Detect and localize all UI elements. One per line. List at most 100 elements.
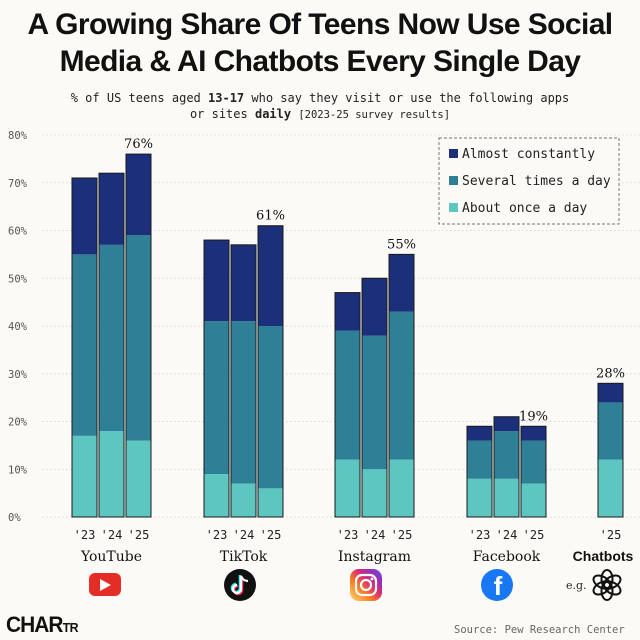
legend-swatch xyxy=(449,149,458,158)
total-label: 55% xyxy=(387,237,416,252)
bar-outline xyxy=(334,292,361,518)
x-tick-label: '23 xyxy=(337,528,359,542)
legend-swatch xyxy=(449,176,458,185)
bar-segment-constant xyxy=(231,244,256,322)
subtitle-daily: daily xyxy=(254,107,292,121)
platform-name: TikTok xyxy=(220,549,268,565)
bar-outline xyxy=(98,172,125,518)
subtitle-mid: who say they visit or use the following … xyxy=(189,91,570,121)
bar-segment-once xyxy=(362,469,387,517)
bar-segment-once xyxy=(335,459,360,517)
bar-outline xyxy=(520,425,547,518)
x-tick-label: '24 xyxy=(364,528,386,542)
x-tick-label: '23 xyxy=(469,528,491,542)
bar-outline xyxy=(71,177,98,518)
bar-segment-constant xyxy=(258,225,283,326)
total-label: 28% xyxy=(596,366,625,381)
bar-outline xyxy=(388,253,415,518)
bar-segment-several xyxy=(362,335,387,470)
legend-swatch xyxy=(449,203,458,212)
bar-segment-several xyxy=(204,321,229,475)
chart-subtitle: % of US teens aged 13-17 who say they vi… xyxy=(60,90,580,123)
x-tick-label: '23 xyxy=(74,528,96,542)
bar-segment-once xyxy=(99,431,124,517)
total-label: 61% xyxy=(256,209,285,224)
y-tick-label: 60% xyxy=(8,226,28,238)
subtitle-note: [2023-25 survey results] xyxy=(298,109,451,121)
x-tick-label: '25 xyxy=(523,528,545,542)
brand-main: CHAR xyxy=(6,612,64,637)
bar-segment-constant xyxy=(72,177,97,255)
brand-sub: TR xyxy=(62,620,79,635)
chatgpt-icon xyxy=(592,569,622,601)
total-label: 76% xyxy=(124,137,153,152)
bar-segment-once xyxy=(598,459,623,517)
x-tick-label: '25 xyxy=(600,528,622,542)
y-tick-label: 30% xyxy=(8,369,28,381)
instagram-lens xyxy=(359,578,373,592)
bar-segment-constant xyxy=(467,426,492,441)
bar-outline xyxy=(361,277,388,518)
title-line-1: A Growing Share Of Teens Now Use Social xyxy=(27,8,613,41)
bar-segment-several xyxy=(258,326,283,489)
legend-label: Several times a day xyxy=(462,174,611,189)
chartr-logo: CHARTR xyxy=(6,612,79,638)
x-tick-label: '24 xyxy=(233,528,255,542)
x-tick-label: '24 xyxy=(496,528,518,542)
bar-segment-constant xyxy=(99,173,124,245)
instagram-icon xyxy=(350,569,382,601)
legend-label: Almost constantly xyxy=(462,147,595,162)
platform-name: Instagram xyxy=(338,549,411,565)
total-label: 19% xyxy=(519,409,548,424)
bar-outline xyxy=(466,425,493,518)
bar-segment-constant xyxy=(362,278,387,336)
bar-outline xyxy=(203,239,230,518)
platform-name: Facebook xyxy=(473,549,541,565)
y-tick-label: 80% xyxy=(8,130,28,142)
bar-segment-several xyxy=(231,321,256,484)
bar-segment-once xyxy=(494,478,519,517)
bar-segment-several xyxy=(389,311,414,460)
bar-segment-once xyxy=(204,474,229,517)
y-tick-label: 0% xyxy=(8,512,21,524)
tiktok-note-flag xyxy=(239,575,249,583)
bar-segment-constant xyxy=(598,383,623,403)
bar-segment-constant xyxy=(126,154,151,236)
bar-segment-once xyxy=(126,440,151,517)
bar-segment-several xyxy=(99,244,124,432)
y-tick-label: 10% xyxy=(8,464,28,476)
chatbots-example-label: e.g. xyxy=(566,579,587,592)
x-tick-label: '24 xyxy=(101,528,123,542)
youtube-play-glyph xyxy=(100,579,111,591)
chart-title: A Growing Share Of Teens Now Use Social … xyxy=(0,6,640,80)
bar-outline xyxy=(597,382,624,518)
x-tick-label: '25 xyxy=(391,528,413,542)
facebook-icon xyxy=(481,569,513,601)
bar-segment-once xyxy=(389,459,414,517)
subtitle-ages: 13-17 xyxy=(208,91,245,105)
y-tick-label: 50% xyxy=(8,273,28,285)
platform-name: YouTube xyxy=(80,549,142,565)
bar-segment-several xyxy=(521,440,546,484)
bar-segment-constant xyxy=(521,426,546,441)
bar-outline xyxy=(230,244,257,518)
bar-segment-several xyxy=(126,235,151,441)
facebook-f-glyph: f xyxy=(494,571,503,601)
subtitle-pre: % of US teens aged xyxy=(70,91,209,105)
bar-segment-several xyxy=(335,330,360,460)
source-note: Source: Pew Research Center xyxy=(454,624,625,636)
x-tick-label: '25 xyxy=(260,528,282,542)
bar-outline xyxy=(493,416,520,518)
bar-segment-once xyxy=(258,488,283,517)
bar-segment-once xyxy=(72,435,97,517)
bar-segment-constant xyxy=(204,240,229,322)
title-line-2: Media & AI Chatbots Every Single Day xyxy=(59,45,581,78)
legend-label: About once a day xyxy=(462,201,587,216)
bar-segment-several xyxy=(598,402,623,460)
x-tick-label: '23 xyxy=(206,528,228,542)
legend-box xyxy=(438,137,620,225)
x-tick-label: '25 xyxy=(128,528,150,542)
bar-segment-constant xyxy=(335,292,360,331)
platform-name: Chatbots xyxy=(573,548,634,564)
